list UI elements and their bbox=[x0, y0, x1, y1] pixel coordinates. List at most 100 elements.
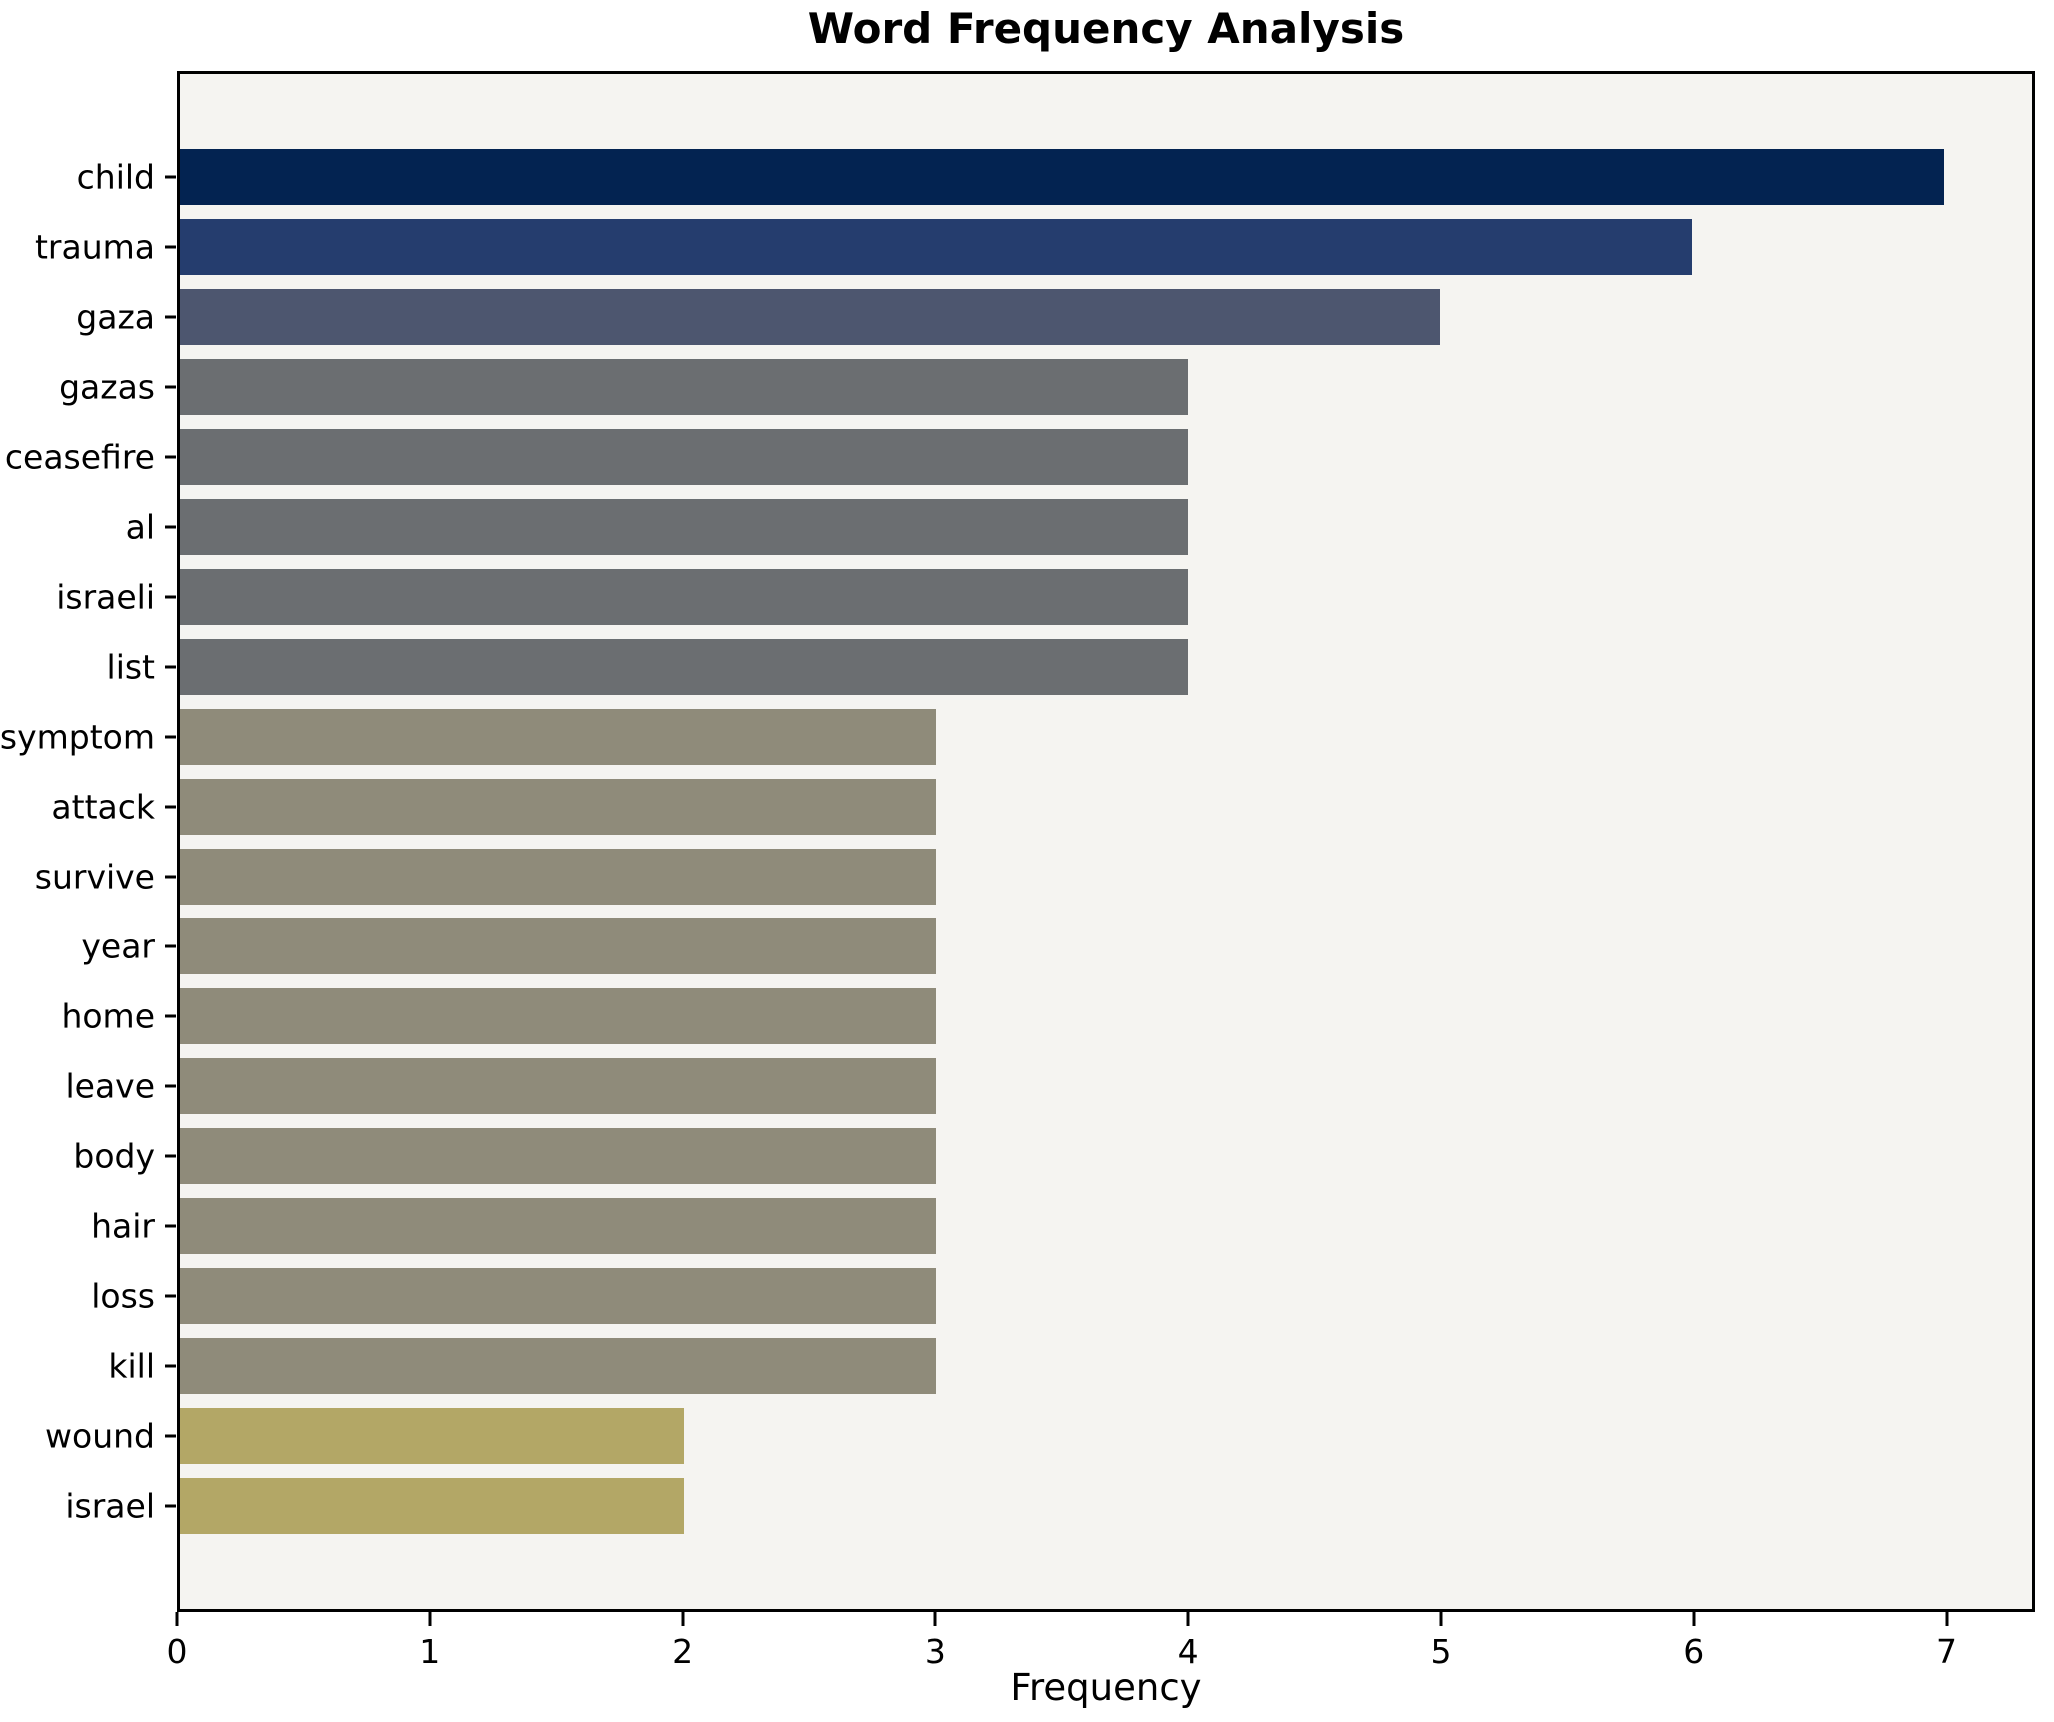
y-tick-mark bbox=[165, 665, 176, 669]
bar bbox=[180, 1268, 936, 1325]
bar-row: year bbox=[81, 911, 2032, 981]
bar-row: trauma bbox=[35, 212, 2032, 282]
y-tick-mark bbox=[165, 735, 176, 739]
y-tick-mark bbox=[165, 1084, 176, 1088]
bar-row: kill bbox=[108, 1331, 2032, 1401]
y-tick-label: attack bbox=[51, 787, 155, 827]
bar bbox=[180, 1198, 936, 1255]
y-tick-mark bbox=[165, 1504, 176, 1508]
bar-row: list bbox=[107, 632, 2032, 702]
y-tick-label: list bbox=[106, 647, 155, 687]
bar-row: attack bbox=[51, 772, 2032, 842]
bar-row: home bbox=[61, 981, 2032, 1051]
bar-row: israeli bbox=[56, 562, 2032, 632]
x-tick-mark bbox=[1692, 1612, 1696, 1626]
y-tick-label: gazas bbox=[59, 367, 155, 407]
bar bbox=[180, 358, 1188, 415]
x-tick-label: 1 bbox=[419, 1632, 441, 1671]
y-tick-mark bbox=[165, 875, 176, 878]
bar bbox=[180, 218, 1692, 275]
y-tick-label: loss bbox=[91, 1276, 155, 1316]
y-tick-mark bbox=[165, 175, 176, 179]
y-tick-mark bbox=[165, 245, 176, 249]
x-tick-label: 5 bbox=[1430, 1632, 1452, 1671]
y-tick-label: al bbox=[125, 507, 155, 547]
x-tick-mark bbox=[1945, 1612, 1949, 1626]
y-tick-mark bbox=[165, 525, 176, 529]
y-tick-label: ceasefire bbox=[4, 437, 155, 477]
bar-row: child bbox=[77, 142, 2032, 212]
bar-row: wound bbox=[45, 1401, 2032, 1471]
y-tick-label: israel bbox=[65, 1486, 155, 1526]
y-tick-label: wound bbox=[45, 1416, 155, 1456]
y-tick-label: leave bbox=[65, 1066, 155, 1106]
y-tick-mark bbox=[165, 944, 176, 948]
y-tick-label: gaza bbox=[76, 297, 155, 337]
bar bbox=[180, 148, 1944, 205]
bar bbox=[180, 1058, 936, 1115]
bar-row: symptom bbox=[0, 702, 2032, 772]
bar-row: leave bbox=[65, 1051, 2032, 1121]
bar bbox=[180, 778, 936, 835]
y-tick-mark bbox=[165, 1014, 176, 1018]
x-axis-ticks: 0 1 2 3 4 5 6 7 bbox=[167, 1612, 2035, 1682]
x-axis-label: Frequency bbox=[1010, 1666, 1202, 1709]
x-tick-label: 3 bbox=[924, 1632, 946, 1671]
bar-row: ceasefire bbox=[5, 422, 2032, 492]
y-tick-label: israeli bbox=[56, 577, 155, 617]
bar-row: hair bbox=[91, 1191, 2032, 1261]
x-tick-label: 6 bbox=[1683, 1632, 1705, 1671]
bar bbox=[180, 1338, 936, 1395]
chart-title: Word Frequency Analysis bbox=[807, 4, 1405, 53]
x-tick-mark bbox=[1439, 1612, 1443, 1626]
y-tick-label: trauma bbox=[34, 227, 155, 267]
y-tick-mark bbox=[165, 455, 176, 459]
y-tick-mark bbox=[165, 1294, 176, 1298]
bar bbox=[180, 918, 936, 975]
y-tick-label: hair bbox=[91, 1206, 155, 1246]
y-tick-label: body bbox=[73, 1136, 155, 1176]
y-tick-mark bbox=[165, 1434, 176, 1438]
plot-area: child trauma gaza gazas ceasefire al israeli li… bbox=[0, 71, 2035, 1612]
y-tick-mark bbox=[165, 805, 176, 809]
x-tick-label: 7 bbox=[1936, 1632, 1958, 1671]
y-tick-label: year bbox=[81, 926, 155, 966]
y-tick-label: home bbox=[61, 996, 155, 1036]
x-tick-mark bbox=[175, 1612, 179, 1626]
bar-row: body bbox=[73, 1121, 2032, 1191]
y-tick-label: survive bbox=[34, 857, 155, 896]
bar bbox=[180, 288, 1440, 345]
bar-row: survive bbox=[35, 842, 2032, 912]
bar bbox=[180, 498, 1188, 555]
y-tick-label: kill bbox=[108, 1346, 155, 1386]
bar bbox=[180, 848, 936, 905]
y-tick-mark bbox=[165, 315, 176, 319]
bar-row: gaza bbox=[76, 282, 2032, 352]
bars-container: child trauma gaza gazas ceasefire al israeli li… bbox=[0, 142, 2032, 1541]
y-tick-label: child bbox=[76, 157, 155, 197]
bar bbox=[180, 1128, 936, 1185]
x-tick-mark bbox=[428, 1612, 432, 1626]
x-tick-label: 2 bbox=[672, 1632, 694, 1671]
x-tick-mark bbox=[1186, 1612, 1190, 1626]
y-tick-mark bbox=[165, 385, 176, 389]
bar bbox=[180, 988, 936, 1045]
bar bbox=[180, 428, 1188, 485]
bar-row: gazas bbox=[59, 352, 2032, 422]
y-tick-mark bbox=[165, 1154, 176, 1158]
bar-row: al bbox=[126, 492, 2032, 562]
bar bbox=[180, 1478, 684, 1535]
bar bbox=[180, 708, 936, 765]
bar bbox=[180, 568, 1188, 625]
bar bbox=[180, 1408, 684, 1465]
y-tick-mark bbox=[165, 1224, 176, 1228]
x-tick-mark bbox=[933, 1612, 937, 1626]
y-tick-mark bbox=[165, 1364, 176, 1368]
x-tick-label: 0 bbox=[166, 1632, 188, 1671]
x-tick-mark bbox=[681, 1612, 685, 1626]
bar bbox=[180, 638, 1188, 695]
bar-row: loss bbox=[91, 1261, 2032, 1331]
x-tick-label: 4 bbox=[1177, 1632, 1199, 1671]
bar-row: israel bbox=[65, 1471, 2032, 1541]
